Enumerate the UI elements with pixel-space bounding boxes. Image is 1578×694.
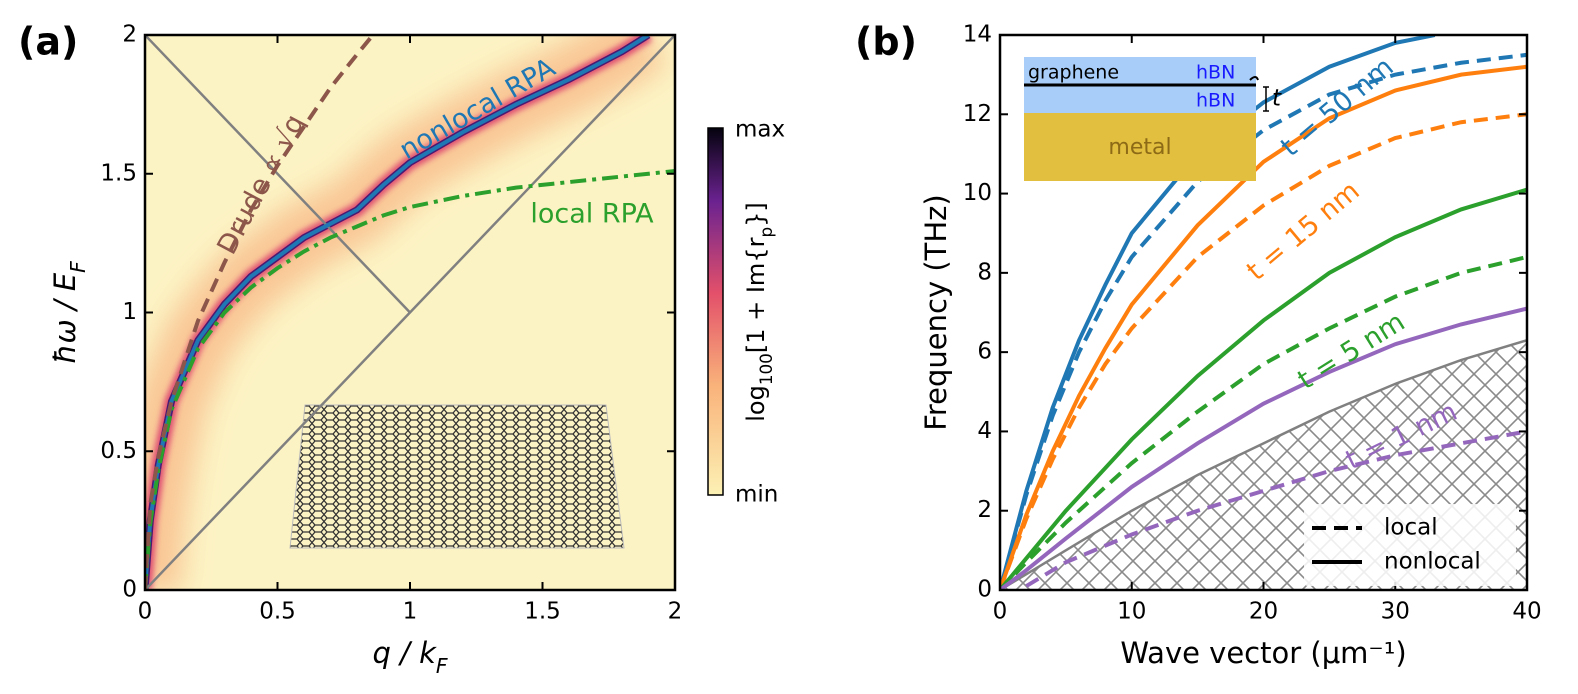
- series-line: [145, 168, 675, 590]
- x-tick-label: 20: [1249, 599, 1278, 625]
- inset-label: t: [1272, 86, 1282, 112]
- series-line: [1000, 255, 1527, 590]
- graphene-lattice: [289, 404, 625, 549]
- hatch-boundary: [1000, 339, 1527, 590]
- inset-label: hBN: [1196, 62, 1235, 84]
- x-tick-label: 40: [1512, 599, 1541, 625]
- y-tick-label: 6: [977, 339, 992, 365]
- series-line: [1000, 112, 1527, 590]
- annotation: local RPA: [530, 199, 654, 230]
- x-axis-label: q / kF: [372, 636, 447, 678]
- colorbar-label: log100[1 + Im{rp}]: [742, 202, 776, 422]
- label-part: [1 + Im{: [742, 247, 770, 353]
- legend-label: nonlocal: [1384, 549, 1481, 575]
- legend-box: [1304, 504, 1516, 586]
- label-part: log: [742, 385, 770, 422]
- metal-layer: [1024, 113, 1256, 181]
- label-part: }]: [742, 202, 770, 227]
- colorbar: [707, 127, 724, 496]
- y-tick-label: 2: [977, 497, 992, 523]
- x-axis-label: Wave vector (μm⁻¹): [1120, 636, 1406, 670]
- panel-label: (b): [855, 20, 917, 64]
- label-part: ħω / E: [48, 272, 82, 364]
- series-line: [1025, 429, 1527, 588]
- label-part: q / k: [372, 636, 437, 670]
- y-tick-label: 4: [977, 418, 992, 444]
- annotation: t = 15 nm: [1241, 175, 1366, 287]
- label-part: r: [742, 237, 770, 247]
- series-line: [1000, 64, 1527, 590]
- label-part: p: [756, 227, 776, 238]
- y-tick-label: 0: [977, 577, 992, 603]
- y-tick-label: 1: [122, 299, 137, 325]
- y-tick-label: 0: [122, 577, 137, 603]
- y-tick-label: 2: [122, 22, 137, 48]
- pointer: [1249, 76, 1259, 81]
- series-line: [1000, 52, 1527, 590]
- y-tick-label: 8: [977, 259, 992, 285]
- annotation: t = 50 nm: [1275, 51, 1400, 163]
- y-tick-label: 12: [963, 101, 992, 127]
- plot-a: [145, 35, 675, 590]
- series-line: [1000, 35, 1436, 590]
- y-tick-label: 0.5: [100, 438, 137, 464]
- panel-label: (a): [18, 20, 78, 64]
- y-tick-label: 14: [963, 22, 992, 48]
- inset-label: hBN: [1196, 90, 1235, 112]
- label-part: 100: [756, 353, 776, 385]
- inset-label: graphene: [1028, 62, 1119, 84]
- x-tick-label: 30: [1381, 599, 1410, 625]
- colorbar-min: min: [735, 482, 778, 508]
- inset-label: metal: [1108, 135, 1171, 160]
- series-line: [145, 35, 375, 590]
- y-tick-label: 1.5: [100, 160, 137, 186]
- x-tick-label: 0: [993, 599, 1008, 625]
- y-axis-label: Frequency (THz): [919, 194, 953, 430]
- y-tick-label: 10: [963, 180, 992, 206]
- x-tick-label: 10: [1117, 599, 1146, 625]
- inset-stack: graphene hBN hBN t metal: [1024, 57, 1282, 181]
- series-line: [1000, 187, 1527, 590]
- legend-label: local: [1384, 515, 1438, 541]
- label-part: F: [66, 261, 90, 273]
- y-axis-label: ħω / EF: [48, 261, 90, 364]
- colorbar-max: max: [735, 117, 785, 143]
- x-tick-label: 1: [403, 599, 418, 625]
- x-tick-label: 0: [138, 599, 153, 625]
- x-tick-label: 2: [668, 599, 683, 625]
- x-tick-label: 1.5: [524, 599, 561, 625]
- thickness-bracket: [1263, 86, 1269, 112]
- series-line: [1000, 306, 1527, 590]
- x-tick-label: 0.5: [259, 599, 296, 625]
- guide-line: [145, 35, 411, 314]
- label-part: F: [436, 654, 448, 678]
